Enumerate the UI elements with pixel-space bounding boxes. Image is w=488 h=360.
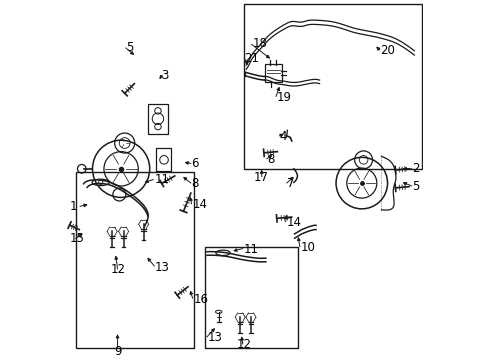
Text: 12: 12 <box>236 338 251 351</box>
Text: 8: 8 <box>267 153 275 166</box>
Text: 11: 11 <box>154 173 169 186</box>
Text: 13: 13 <box>207 331 223 344</box>
Text: 8: 8 <box>191 177 199 190</box>
Text: 20: 20 <box>380 44 394 57</box>
Text: 17: 17 <box>254 171 268 184</box>
Text: 19: 19 <box>276 91 291 104</box>
Text: 9: 9 <box>114 345 121 358</box>
Bar <box>205 247 298 348</box>
Text: 12: 12 <box>111 263 126 276</box>
Text: 14: 14 <box>286 216 301 229</box>
Text: 4: 4 <box>279 130 286 143</box>
Text: 14: 14 <box>192 198 207 211</box>
Text: 1: 1 <box>70 200 77 213</box>
Text: 7: 7 <box>287 177 294 190</box>
Text: 10: 10 <box>301 241 315 254</box>
Text: 13: 13 <box>155 261 170 274</box>
Text: 11: 11 <box>244 243 258 256</box>
Text: 6: 6 <box>191 157 199 170</box>
Bar <box>244 4 421 169</box>
Text: 3: 3 <box>161 69 168 82</box>
Text: 21: 21 <box>244 52 259 65</box>
Text: 2: 2 <box>412 162 419 175</box>
Text: 16: 16 <box>193 293 208 306</box>
Text: 5: 5 <box>412 180 419 193</box>
Text: 5: 5 <box>125 41 133 54</box>
Bar <box>76 172 194 348</box>
Text: 18: 18 <box>252 37 267 50</box>
Text: 15: 15 <box>70 232 84 245</box>
